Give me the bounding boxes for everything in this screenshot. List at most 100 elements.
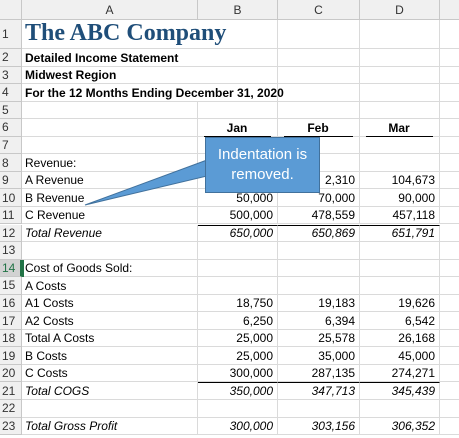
value-cell[interactable]: [278, 400, 360, 418]
row-header[interactable]: 2: [0, 49, 22, 67]
value-cell[interactable]: 303,156: [278, 417, 360, 436]
value-cell[interactable]: [198, 259, 278, 278]
value-cell[interactable]: 478,559: [278, 206, 360, 225]
label-cell[interactable]: B Costs: [22, 347, 198, 365]
row-header[interactable]: 11: [0, 206, 22, 225]
row-header[interactable]: 13: [0, 242, 22, 260]
value-cell[interactable]: 650,000: [198, 224, 278, 243]
value-cell[interactable]: [198, 277, 278, 295]
value-cell[interactable]: 50,000: [198, 189, 278, 207]
label-cell[interactable]: A1 Costs: [22, 294, 198, 313]
label-cell[interactable]: For the 12 Months Ending December 31, 20…: [22, 84, 284, 102]
value-cell[interactable]: 26,168: [360, 329, 440, 348]
label-cell[interactable]: A Revenue: [22, 171, 198, 190]
value-cell[interactable]: [360, 101, 440, 120]
column-header[interactable]: B: [198, 0, 278, 20]
value-cell[interactable]: 457,118: [360, 206, 440, 225]
value-cell[interactable]: [278, 49, 360, 67]
value-cell[interactable]: 345,439: [360, 382, 440, 400]
row-header[interactable]: 4: [0, 84, 22, 102]
value-cell[interactable]: 45,000: [360, 347, 440, 365]
label-cell[interactable]: Total Revenue: [22, 224, 198, 243]
value-cell[interactable]: 650,869: [278, 224, 360, 243]
value-cell[interactable]: Feb: [278, 119, 360, 137]
row-header[interactable]: 19: [0, 347, 22, 365]
value-cell[interactable]: 500,000: [198, 206, 278, 225]
column-header[interactable]: A: [22, 0, 198, 20]
value-cell[interactable]: [360, 84, 440, 102]
value-cell[interactable]: 6,250: [198, 312, 278, 330]
value-cell[interactable]: 306,352: [360, 417, 440, 436]
label-cell[interactable]: [22, 119, 198, 137]
row-header[interactable]: 6: [0, 119, 22, 137]
row-header[interactable]: 17: [0, 312, 22, 330]
value-cell[interactable]: 19,183: [278, 294, 360, 313]
label-cell[interactable]: The ABC Company: [22, 20, 226, 49]
row-header[interactable]: 16: [0, 294, 22, 313]
value-cell[interactable]: 90,000: [360, 189, 440, 207]
label-cell[interactable]: Total COGS: [22, 382, 198, 400]
value-cell[interactable]: Jan: [198, 119, 278, 137]
value-cell[interactable]: [198, 242, 278, 260]
row-header[interactable]: 7: [0, 136, 22, 155]
value-cell[interactable]: [360, 20, 440, 49]
row-header[interactable]: 15: [0, 277, 22, 295]
label-cell[interactable]: Midwest Region: [22, 67, 198, 85]
label-cell[interactable]: [22, 400, 198, 418]
row-header[interactable]: 1: [0, 20, 22, 49]
row-header[interactable]: 8: [0, 154, 22, 172]
value-cell[interactable]: [198, 400, 278, 418]
value-cell[interactable]: [278, 259, 360, 278]
value-cell[interactable]: [360, 66, 440, 85]
label-cell[interactable]: A Costs: [22, 277, 198, 295]
value-cell[interactable]: [360, 400, 440, 418]
label-cell[interactable]: A2 Costs: [22, 312, 198, 330]
value-cell[interactable]: 6,394: [278, 312, 360, 330]
label-cell[interactable]: Cost of Goods Sold:: [22, 259, 198, 278]
value-cell[interactable]: [278, 84, 360, 102]
label-cell[interactable]: Total Gross Profit: [22, 417, 198, 436]
row-header[interactable]: 3: [0, 66, 22, 85]
value-cell[interactable]: 350,000: [198, 382, 278, 400]
row-header[interactable]: 21: [0, 382, 22, 400]
value-cell[interactable]: [198, 20, 278, 49]
value-cell[interactable]: 274,271: [360, 364, 440, 383]
value-cell[interactable]: 300,000: [198, 364, 278, 383]
label-cell[interactable]: [22, 242, 198, 260]
value-cell[interactable]: 347,713: [278, 382, 360, 400]
value-cell[interactable]: [360, 242, 440, 260]
label-cell[interactable]: B Revenue: [22, 189, 198, 207]
label-cell[interactable]: [22, 136, 198, 155]
value-cell[interactable]: 300,000: [198, 417, 278, 436]
value-cell[interactable]: 25,578: [278, 329, 360, 348]
value-cell[interactable]: [278, 242, 360, 260]
value-cell[interactable]: [278, 101, 360, 120]
row-header[interactable]: 14: [0, 259, 22, 278]
value-cell[interactable]: [278, 66, 360, 85]
column-header[interactable]: C: [278, 0, 360, 20]
value-cell[interactable]: [198, 84, 278, 102]
value-cell[interactable]: 6,542: [360, 312, 440, 330]
value-cell[interactable]: [360, 259, 440, 278]
label-cell[interactable]: [22, 101, 198, 120]
row-header[interactable]: 18: [0, 329, 22, 348]
value-cell[interactable]: 25,000: [198, 329, 278, 348]
row-header[interactable]: 9: [0, 171, 22, 190]
row-header[interactable]: 22: [0, 400, 22, 418]
value-cell[interactable]: [198, 49, 278, 67]
value-cell[interactable]: 18,750: [198, 294, 278, 313]
value-cell[interactable]: 70,000: [278, 189, 360, 207]
value-cell[interactable]: 104,673: [360, 171, 440, 190]
label-cell[interactable]: C Revenue: [22, 206, 198, 225]
value-cell[interactable]: [360, 277, 440, 295]
row-header[interactable]: 23: [0, 417, 22, 436]
value-cell[interactable]: 25,000: [198, 347, 278, 365]
value-cell[interactable]: [278, 277, 360, 295]
value-cell[interactable]: 19,626: [360, 294, 440, 313]
label-cell[interactable]: Total A Costs: [22, 329, 198, 348]
value-cell[interactable]: [360, 136, 440, 155]
value-cell[interactable]: [198, 66, 278, 85]
row-header[interactable]: 10: [0, 189, 22, 207]
label-cell[interactable]: Detailed Income Statement: [22, 49, 198, 67]
value-cell[interactable]: 35,000: [278, 347, 360, 365]
